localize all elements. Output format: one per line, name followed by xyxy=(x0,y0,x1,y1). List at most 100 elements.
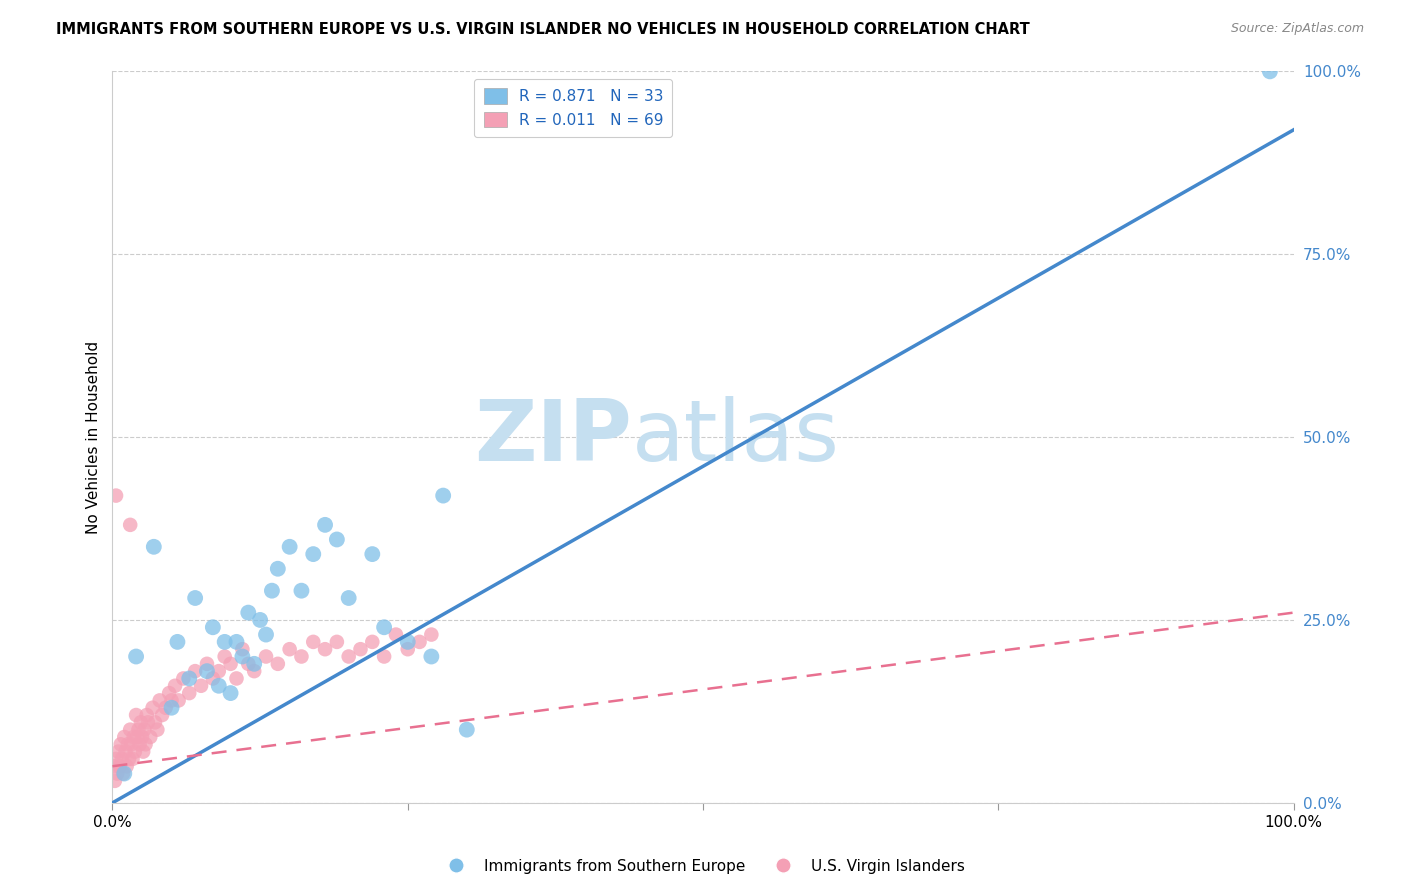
Point xyxy=(420,649,443,664)
Point xyxy=(1258,64,1281,78)
Point xyxy=(110,737,132,751)
Point xyxy=(238,657,260,671)
Legend: R = 0.871   N = 33, R = 0.011   N = 69: R = 0.871 N = 33, R = 0.011 N = 69 xyxy=(474,79,672,137)
Point xyxy=(165,679,187,693)
Point xyxy=(201,620,224,634)
Point xyxy=(111,752,134,766)
Point xyxy=(314,517,336,532)
Point xyxy=(112,730,135,744)
Point xyxy=(456,723,478,737)
Point xyxy=(225,672,247,686)
Point xyxy=(118,752,141,766)
Point xyxy=(105,766,128,780)
Point xyxy=(184,591,207,605)
Point xyxy=(302,635,325,649)
Point xyxy=(135,708,157,723)
Point xyxy=(208,679,231,693)
Point xyxy=(120,737,142,751)
Point xyxy=(302,547,325,561)
Point xyxy=(104,773,127,788)
Point xyxy=(112,766,135,780)
Point xyxy=(254,649,277,664)
Point xyxy=(179,672,201,686)
Point xyxy=(243,664,266,678)
Point xyxy=(195,657,218,671)
Point xyxy=(184,664,207,678)
Point xyxy=(115,759,138,773)
Point xyxy=(373,620,395,634)
Point xyxy=(149,693,172,707)
Point xyxy=(290,583,312,598)
Point xyxy=(278,642,301,657)
Point xyxy=(396,635,419,649)
Point xyxy=(219,686,242,700)
Text: Source: ZipAtlas.com: Source: ZipAtlas.com xyxy=(1230,22,1364,36)
Point xyxy=(146,723,169,737)
Point xyxy=(103,759,125,773)
Point xyxy=(214,649,236,664)
Point xyxy=(254,627,277,641)
Point xyxy=(127,730,149,744)
Point xyxy=(120,517,142,532)
Point xyxy=(219,657,242,671)
Point xyxy=(122,730,145,744)
Point xyxy=(172,672,194,686)
Point xyxy=(125,708,148,723)
Point xyxy=(314,642,336,657)
Point xyxy=(361,547,384,561)
Point xyxy=(208,664,231,678)
Point xyxy=(128,737,150,751)
Point xyxy=(214,635,236,649)
Point xyxy=(231,642,253,657)
Point xyxy=(225,635,247,649)
Point xyxy=(243,657,266,671)
Point xyxy=(201,672,224,686)
Point xyxy=(179,686,201,700)
Point xyxy=(260,583,283,598)
Point xyxy=(160,693,183,707)
Point xyxy=(108,759,131,773)
Point xyxy=(155,700,177,714)
Point xyxy=(132,745,155,759)
Point xyxy=(190,679,212,693)
Point xyxy=(124,745,146,759)
Point xyxy=(238,606,260,620)
Point xyxy=(231,649,253,664)
Point xyxy=(267,657,290,671)
Point xyxy=(396,642,419,657)
Text: IMMIGRANTS FROM SOUTHERN EUROPE VS U.S. VIRGIN ISLANDER NO VEHICLES IN HOUSEHOLD: IMMIGRANTS FROM SOUTHERN EUROPE VS U.S. … xyxy=(56,22,1031,37)
Point xyxy=(120,723,142,737)
Point xyxy=(157,686,180,700)
Point xyxy=(337,649,360,664)
Legend: Immigrants from Southern Europe, U.S. Virgin Islanders: Immigrants from Southern Europe, U.S. Vi… xyxy=(434,853,972,880)
Point xyxy=(408,635,430,649)
Point xyxy=(142,700,165,714)
Point xyxy=(136,715,159,730)
Point xyxy=(195,664,218,678)
Y-axis label: No Vehicles in Household: No Vehicles in Household xyxy=(86,341,101,533)
Point xyxy=(385,627,408,641)
Point xyxy=(326,533,349,547)
Point xyxy=(361,635,384,649)
Point xyxy=(160,700,183,714)
Point xyxy=(143,715,166,730)
Point xyxy=(326,635,349,649)
Point xyxy=(134,723,156,737)
Point xyxy=(135,737,157,751)
Point xyxy=(105,489,128,503)
Point xyxy=(249,613,271,627)
Point xyxy=(166,635,188,649)
Point xyxy=(114,745,136,759)
Point xyxy=(349,642,371,657)
Text: atlas: atlas xyxy=(633,395,841,479)
Point xyxy=(112,766,135,780)
Point xyxy=(373,649,395,664)
Point xyxy=(139,730,162,744)
Point xyxy=(121,752,143,766)
Point xyxy=(117,737,139,751)
Text: ZIP: ZIP xyxy=(474,395,633,479)
Point xyxy=(290,649,312,664)
Point xyxy=(432,489,454,503)
Point xyxy=(167,693,190,707)
Point xyxy=(278,540,301,554)
